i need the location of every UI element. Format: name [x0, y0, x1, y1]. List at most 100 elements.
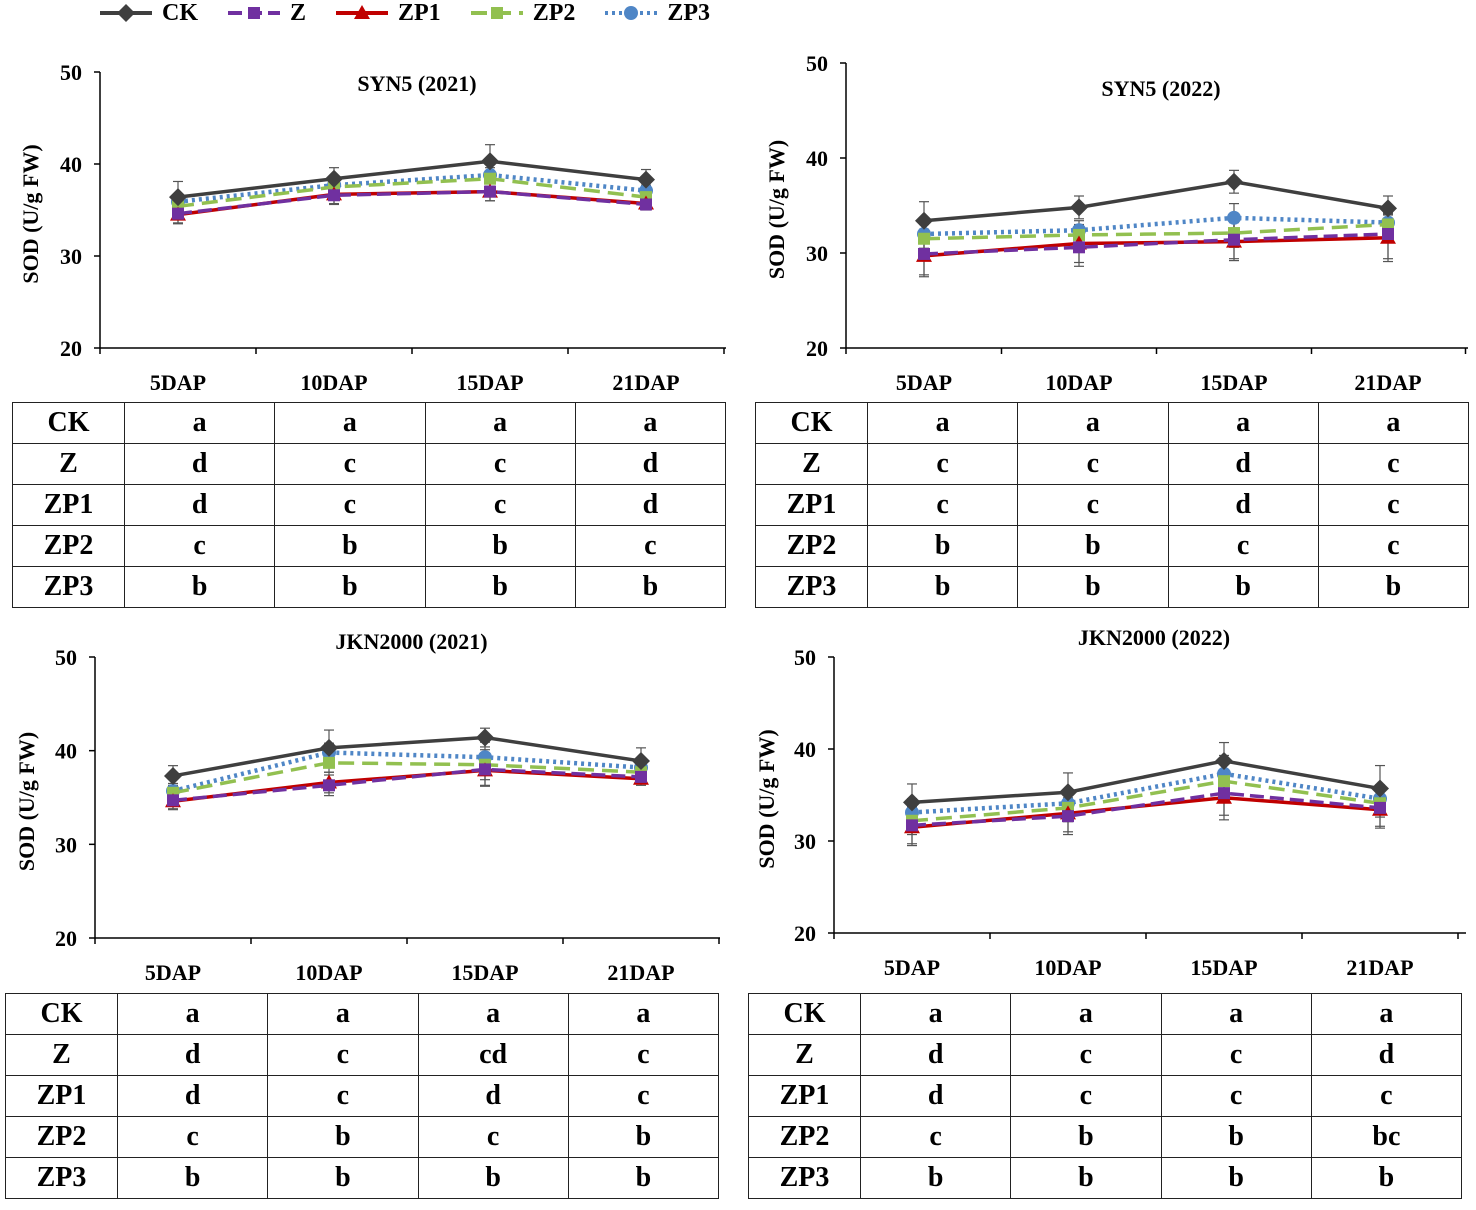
table-cell: b — [123, 566, 276, 608]
table-cell: c — [1017, 443, 1169, 485]
table-cell: b — [1017, 566, 1169, 608]
table-cell: d — [1167, 443, 1319, 485]
y-tick-label: 30 — [794, 829, 816, 854]
data-point-z — [1374, 801, 1386, 814]
legend-item-z: Z — [224, 0, 306, 27]
series-line-z — [177, 189, 647, 216]
table-cell: d — [417, 1075, 569, 1117]
data-point-z — [918, 247, 930, 260]
table-cell: a — [1310, 993, 1463, 1035]
data-point-ck — [637, 170, 655, 189]
table-cell: a — [1167, 402, 1319, 444]
data-point-z — [323, 779, 335, 792]
series-line-zp3 — [911, 771, 1381, 815]
y-tick-label: 40 — [794, 737, 816, 762]
data-point-ck — [632, 751, 650, 770]
table-cell: b — [1317, 566, 1470, 608]
x-tick-label: 21DAP — [1354, 370, 1421, 395]
table-cell: d — [116, 1075, 269, 1117]
data-point-ck — [164, 766, 182, 785]
y-tick-label: 40 — [806, 146, 828, 171]
data-point-ck — [169, 188, 187, 207]
table-cell: c — [859, 1116, 1012, 1158]
table-cell: c — [866, 484, 1019, 526]
row-label: ZP3 — [5, 1157, 118, 1199]
table-cell: a — [1010, 993, 1162, 1035]
data-point-z — [1228, 233, 1240, 246]
data-point-ck — [1379, 199, 1397, 218]
table-cell: c — [1010, 1075, 1162, 1117]
data-point-zp2 — [1073, 228, 1085, 241]
legend-label-zp2: ZP2 — [532, 0, 576, 26]
series-line-zp3 — [177, 172, 647, 204]
x-tick-label: 10DAP — [300, 370, 367, 395]
data-point-zp3 — [1227, 210, 1241, 225]
y-tick-label: 20 — [794, 921, 816, 946]
series-line-zp2 — [172, 761, 642, 795]
y-tick-label: 30 — [806, 241, 828, 266]
table-row: ZP1 d c c d — [12, 484, 727, 526]
table-cell: c — [1160, 1034, 1312, 1076]
y-tick-label: 40 — [55, 739, 77, 764]
table-cell: c — [116, 1116, 269, 1158]
data-point-zp2 — [918, 232, 930, 245]
data-point-z — [1073, 241, 1085, 254]
data-point-z — [640, 198, 652, 211]
row-label: CK — [755, 402, 868, 444]
row-label: CK — [12, 402, 125, 444]
row-label: ZP3 — [748, 1157, 861, 1199]
table-cell: b — [1160, 1116, 1312, 1158]
data-point-z — [1382, 228, 1394, 240]
row-label: Z — [748, 1034, 861, 1076]
x-tick-label: 5DAP — [150, 370, 206, 395]
table-cell: b — [1167, 566, 1319, 608]
table-cell: b — [424, 525, 576, 567]
row-label: ZP2 — [12, 525, 125, 567]
table-cell: b — [859, 1157, 1012, 1199]
data-point-ck — [1059, 783, 1077, 802]
legend-swatch-ck — [100, 4, 152, 22]
row-label: CK — [5, 993, 118, 1035]
x-tick-label: 10DAP — [1034, 955, 1101, 980]
data-point-z — [635, 770, 647, 783]
table-cell: b — [116, 1157, 269, 1199]
legend-marker-zp1 — [354, 5, 371, 19]
chart-legend: CK Z ZP1 ZP2 ZP3 — [96, 0, 736, 26]
table-cell: d — [574, 443, 727, 485]
table-row: ZP1 d c c c — [748, 1075, 1463, 1117]
row-label: Z — [755, 443, 868, 485]
row-label: Z — [5, 1034, 118, 1076]
table-cell: d — [574, 484, 727, 526]
legend-item-zp1: ZP1 — [332, 0, 441, 27]
table-cell: c — [424, 484, 576, 526]
table-cell: a — [1160, 993, 1312, 1035]
data-point-z — [906, 819, 918, 832]
table-cell: a — [574, 402, 727, 444]
series-line-ck — [911, 759, 1381, 805]
table-row: CK a a a a — [748, 993, 1463, 1035]
series-line-ck — [177, 159, 647, 199]
data-point-ck — [903, 793, 921, 812]
table-row: ZP3 b b b b — [755, 566, 1470, 608]
row-label: ZP3 — [755, 566, 868, 608]
table-row: ZP2 c b b bc — [748, 1116, 1463, 1158]
table-cell: c — [574, 525, 727, 567]
y-tick-label: 30 — [60, 244, 82, 269]
data-point-ck — [915, 211, 933, 230]
data-point-ck — [481, 152, 499, 171]
series-line-zp1 — [911, 796, 1381, 829]
series-line-zp2 — [911, 779, 1381, 823]
data-point-zp2 — [323, 756, 335, 769]
x-tick-label: 21DAP — [612, 370, 679, 395]
legend-item-zp3: ZP3 — [601, 0, 710, 27]
table-cell: d — [1310, 1034, 1463, 1076]
data-point-ck — [320, 738, 338, 757]
legend-marker-z — [248, 7, 260, 19]
